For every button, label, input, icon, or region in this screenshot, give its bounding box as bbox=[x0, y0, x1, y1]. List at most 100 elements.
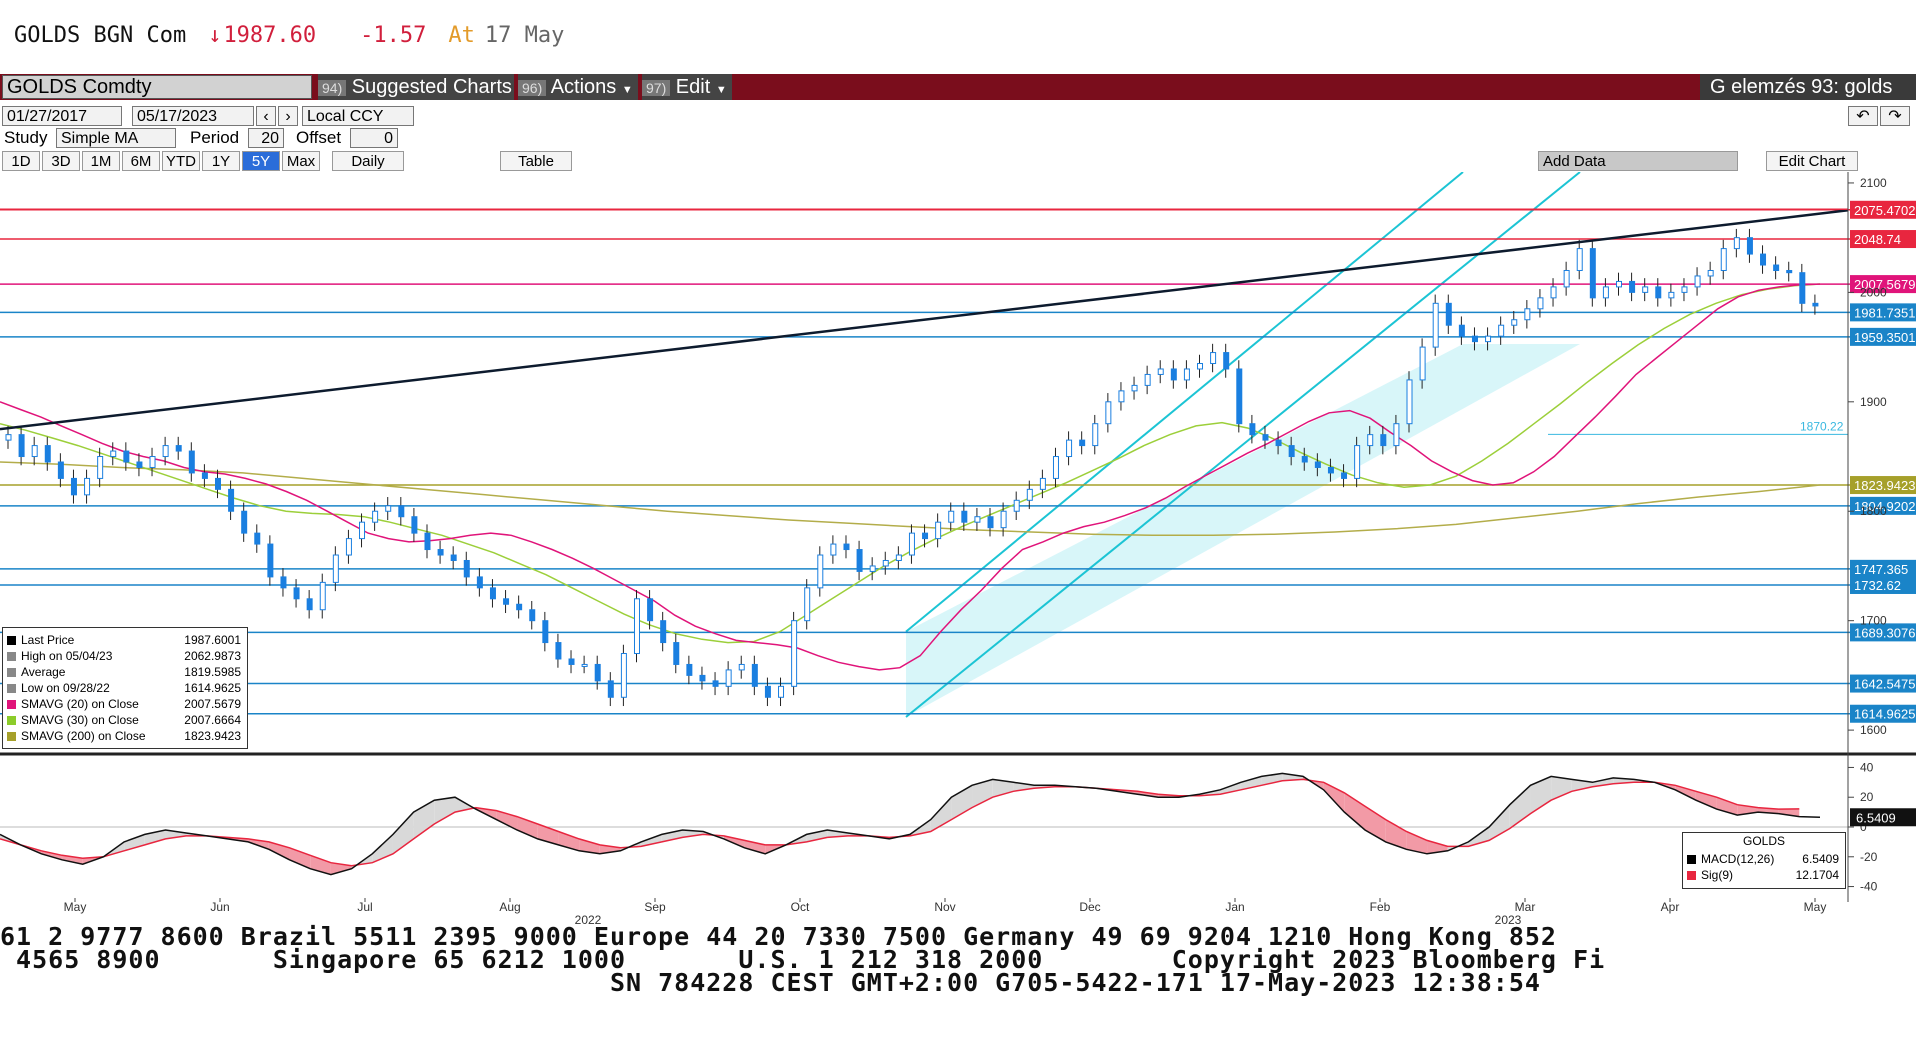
candle-body bbox=[70, 477, 77, 496]
macd-fill-segment bbox=[972, 779, 993, 808]
candle-body bbox=[280, 576, 287, 589]
period-label: Period bbox=[190, 128, 240, 147]
macd-fill-segment bbox=[330, 862, 352, 875]
candle-body bbox=[1354, 445, 1361, 479]
period-field[interactable]: 20 bbox=[248, 128, 284, 148]
table-button[interactable]: Table bbox=[500, 151, 572, 171]
level-label: 1823.9423 bbox=[1854, 478, 1915, 493]
candle-body bbox=[594, 663, 601, 682]
undo-icon[interactable]: ↶ bbox=[1848, 106, 1878, 126]
study-select[interactable]: Simple MA bbox=[56, 128, 176, 148]
candle-body bbox=[568, 658, 575, 665]
candle-body bbox=[57, 461, 64, 479]
range-row: 1D 3D 1M 6M YTD 1Y 5Y Max Daily Table Add Data … bbox=[0, 151, 1916, 173]
level-box bbox=[1850, 496, 1916, 515]
chart-title-right: G elemzés 93: golds bbox=[1700, 74, 1916, 100]
x-tick-label: Jun bbox=[210, 900, 229, 914]
macd-fill-segment bbox=[1282, 773, 1303, 781]
range-tab-max[interactable]: Max bbox=[282, 151, 320, 171]
candle-body bbox=[1746, 237, 1753, 255]
candle-body bbox=[1275, 439, 1282, 447]
edit-menu[interactable]: 97) Edit ▼ bbox=[642, 74, 732, 100]
edit-label: Edit bbox=[675, 76, 711, 98]
add-data-field[interactable]: Add Data bbox=[1538, 151, 1738, 171]
channel-upper-line bbox=[905, 172, 1464, 633]
actions-menu[interactable]: 96) Actions ▼ bbox=[518, 74, 638, 100]
prev-period-button[interactable]: ‹ bbox=[256, 106, 276, 126]
date-from-field[interactable]: 01/27/2017 bbox=[2, 106, 122, 126]
candle-body bbox=[1210, 352, 1217, 365]
level-label: 1747.365 bbox=[1854, 562, 1908, 577]
level-label: 1959.3501 bbox=[1854, 330, 1915, 345]
macd-tick-label: 20 bbox=[1860, 790, 1874, 804]
security-field[interactable]: GOLDS Comdty bbox=[2, 75, 312, 99]
offset-field[interactable]: 0 bbox=[350, 128, 398, 148]
candle-body bbox=[188, 450, 195, 474]
date-to-field[interactable]: 05/17/2023 bbox=[132, 106, 254, 126]
macd-fill-segment bbox=[951, 785, 973, 820]
range-tab-ytd[interactable]: YTD bbox=[162, 151, 200, 171]
candle-body bbox=[1458, 324, 1465, 337]
macd-legend-label: Sig(9) bbox=[1701, 868, 1734, 882]
macd-fill-segment bbox=[765, 844, 786, 854]
candle-body bbox=[660, 620, 667, 644]
macd-chart: 40 20 0 -20 -40 6.5409 bbox=[0, 752, 1916, 902]
edit-chart-button[interactable]: Edit Chart bbox=[1766, 151, 1858, 171]
next-period-button[interactable]: › bbox=[278, 106, 298, 126]
candle-body bbox=[1144, 373, 1151, 386]
macd-fill-segment bbox=[641, 834, 662, 847]
candle-body bbox=[175, 445, 182, 452]
range-tab-1m[interactable]: 1M bbox=[82, 151, 120, 171]
price-value: 1987.60 bbox=[223, 22, 317, 48]
candle-body bbox=[647, 598, 654, 622]
macd-fill-segment bbox=[289, 847, 311, 869]
candle-body bbox=[332, 554, 339, 583]
y-tick-label: 1700 bbox=[1860, 614, 1887, 628]
x-tick-label: Sep bbox=[644, 900, 666, 914]
range-tab-3d[interactable]: 3D bbox=[42, 151, 80, 171]
range-tab-6m[interactable]: 6M bbox=[122, 151, 160, 171]
candle-body bbox=[1419, 346, 1426, 381]
currency-select[interactable]: Local CCY bbox=[302, 106, 414, 126]
redo-icon[interactable]: ↷ bbox=[1880, 106, 1910, 126]
x-axis: May Jun Jul Aug Sep Oct Nov Dec Jan Feb Mar Apr May 2… bbox=[64, 898, 1826, 926]
candle-body bbox=[555, 642, 562, 660]
range-tab-1d[interactable]: 1D bbox=[2, 151, 40, 171]
actions-num: 96) bbox=[518, 80, 547, 96]
frequency-select[interactable]: Daily bbox=[332, 151, 404, 171]
price-change: -1.57 bbox=[360, 22, 427, 48]
candle-body bbox=[935, 521, 942, 540]
candle-body bbox=[1262, 434, 1269, 441]
candle-body bbox=[1655, 286, 1662, 299]
candle-body bbox=[1236, 368, 1243, 425]
candle-body bbox=[738, 663, 745, 671]
macd-fill-segment bbox=[392, 812, 414, 854]
candle-body bbox=[1432, 302, 1439, 348]
long-trend-line bbox=[0, 209, 1849, 431]
legend-swatch bbox=[7, 700, 16, 710]
range-tab-5y[interactable]: 5Y bbox=[242, 151, 280, 171]
level-label: 1614.9625 bbox=[1854, 707, 1915, 722]
range-tab-1y[interactable]: 1Y bbox=[202, 151, 240, 171]
legend-value: 1819.5985 bbox=[184, 665, 241, 679]
x-tick-label: Jan bbox=[1225, 900, 1244, 914]
chevron-down-icon: ▼ bbox=[621, 84, 633, 96]
at-date: 17 May bbox=[484, 22, 565, 48]
x-tick-label: Jul bbox=[357, 900, 372, 914]
candle-body bbox=[908, 532, 915, 556]
x-tick-label: May bbox=[64, 900, 87, 914]
candle-body bbox=[1000, 510, 1007, 529]
candle-body bbox=[620, 653, 627, 698]
candle-body bbox=[241, 510, 248, 534]
candle-body bbox=[1157, 368, 1164, 375]
level-label: 1981.7351 bbox=[1854, 305, 1915, 320]
candle-body bbox=[1616, 280, 1623, 288]
suggested-charts-menu[interactable]: 94) Suggested Charts bbox=[318, 74, 514, 100]
candle-body bbox=[1170, 368, 1177, 381]
candle-body bbox=[149, 456, 156, 468]
candle-body bbox=[385, 505, 392, 512]
candle-body bbox=[345, 538, 352, 556]
candle-body bbox=[791, 620, 798, 687]
candle-body bbox=[1380, 434, 1387, 447]
level-label: 1870.22 bbox=[1800, 419, 1844, 433]
